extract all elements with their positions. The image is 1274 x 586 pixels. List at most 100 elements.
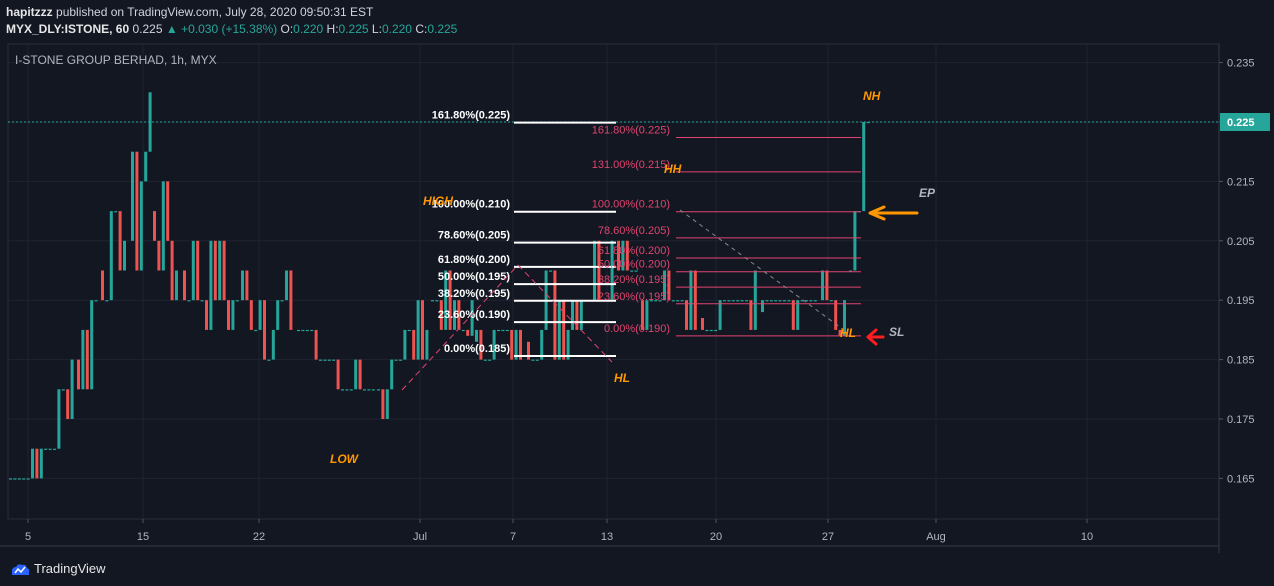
candle [680,300,684,302]
candle [575,300,579,330]
candle [723,300,726,302]
fib-right-level-label: 0.00%(0.190) [604,323,670,335]
candle [385,389,389,419]
footer-bar: TradingView [0,553,1274,586]
candle [862,122,866,212]
candle [135,151,139,271]
candle [241,270,244,301]
candle [579,300,583,330]
candle [444,270,448,330]
candle [94,300,98,302]
candle [649,300,653,302]
price-chart[interactable]: 0.235 0.225 0.215 0.205 0.195 0.185 0.175 0.165… [0,0,1274,553]
x-tick-label: 20 [710,531,722,543]
candle [200,300,204,302]
candle [131,151,134,241]
candle [805,300,808,302]
label-hl-right: HL [840,326,856,340]
candle [271,329,275,360]
publisher-name[interactable]: hapitzzz [6,5,53,19]
candle [843,300,846,336]
y-tick-label: 0.215 [1227,176,1255,188]
candle [254,329,258,332]
candle [488,359,492,361]
candle [153,211,156,241]
candle [354,359,358,390]
candle [597,240,601,301]
candle [787,300,791,302]
tradingview-cloud-icon [12,563,30,575]
price-change: ▲ +0.030 (+15.38%) [165,22,278,36]
fib-right-level-label: 161.80%(0.225) [592,124,670,136]
candle [258,300,262,330]
candle [57,389,61,449]
candle [540,329,544,360]
tradingview-brand: TradingView [34,561,106,576]
candle [70,359,74,419]
candle [431,300,434,302]
candle [222,240,226,301]
fib-left-level-label: 38.20%(0.195) [438,288,510,300]
candle [319,359,322,361]
candle [774,300,778,302]
candle [783,300,786,302]
candle [693,270,697,330]
candle [853,211,857,271]
candle [81,329,85,390]
candle [371,389,375,391]
last-price-label: 0.225 [1227,117,1255,129]
candle [105,300,109,302]
candle [731,300,735,302]
fib-left-level-label: 78.60%(0.205) [438,230,510,242]
x-tick-label: 13 [601,531,613,543]
symbol-label[interactable]: MYX_DLY:ISTONE, 60 [6,22,130,36]
candle [263,300,266,360]
fib-left-level-label: 100.00%(0.210) [432,199,511,211]
ohlc-legend: MYX_DLY:ISTONE, 60 0.225 ▲ +0.030 (+15.3… [6,22,457,36]
candle [109,211,113,301]
candle [403,329,407,360]
stop-loss-arrow-icon [866,328,885,346]
candle [381,389,385,419]
candle [519,329,522,360]
candle [327,359,331,361]
candle [740,300,744,302]
fib-right-level-label: 131.00%(0.215) [592,159,670,171]
candle [53,448,56,450]
candle [821,270,824,301]
candle [727,300,731,302]
candle [399,359,402,361]
candle [654,300,658,302]
candle [9,478,12,480]
x-tick-label: Jul [413,531,427,543]
candle [114,211,118,213]
candle [813,300,817,302]
candle [310,329,314,332]
y-tick-label: 0.175 [1227,414,1255,426]
candle [492,329,496,360]
candle [435,300,439,302]
x-tick-label: 5 [25,531,31,543]
tradingview-logo[interactable]: TradingView [8,561,106,576]
candle [566,329,570,360]
candle [183,270,186,301]
candle [280,300,284,302]
y-tick-label: 0.205 [1227,236,1255,248]
candle [641,300,644,330]
label-high: HIGH [423,194,453,208]
fib-left-level-label: 0.00%(0.185) [444,343,510,355]
candle [825,270,829,301]
candle [166,181,170,241]
candle [377,389,380,391]
candle [285,270,288,301]
low-label: L: [371,22,382,36]
candle [745,300,748,302]
fib-left-level-label: 23.60%(0.190) [438,309,510,321]
candle [13,478,17,480]
candle [394,359,398,361]
candle [483,359,487,361]
fib-left-level-label: 161.80%(0.225) [432,110,511,122]
candle [170,240,174,301]
candle [161,181,165,271]
candle [245,270,249,301]
